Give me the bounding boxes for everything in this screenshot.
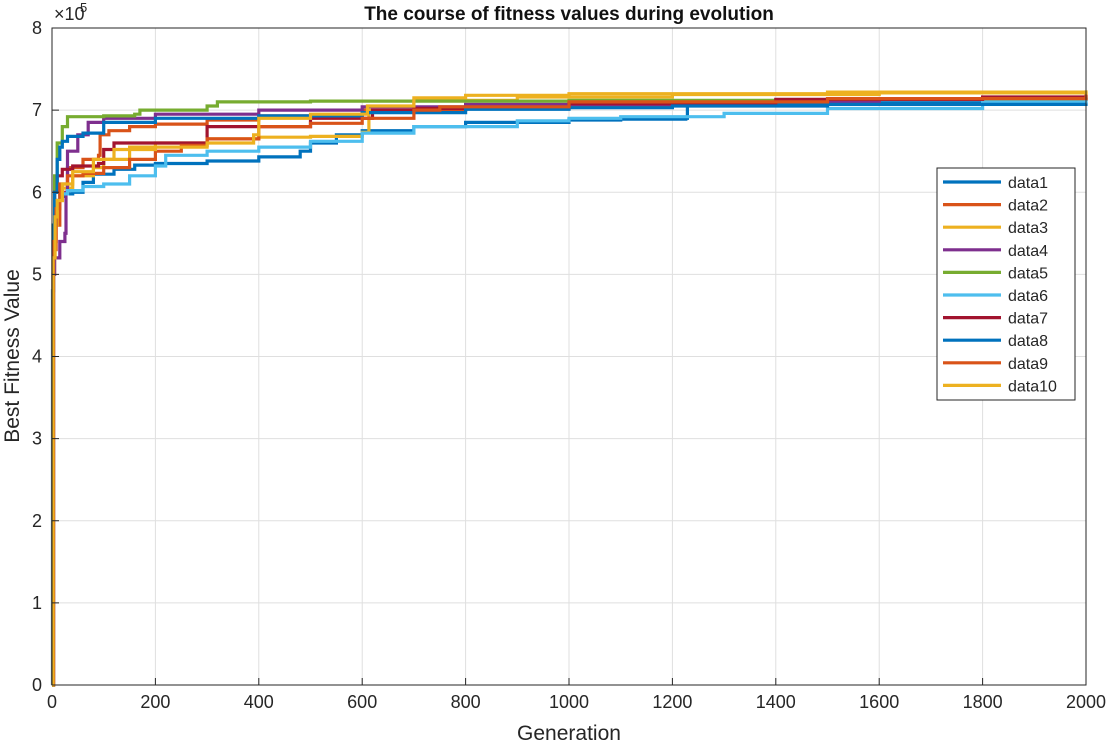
legend: data1 data2 data3 data4 data5 data6 data7 data8… bbox=[936, 167, 1076, 401]
x-tick-label: 600 bbox=[347, 692, 377, 712]
legend-label-data4: data4 bbox=[1008, 243, 1048, 260]
y-multiplier-exponent: 5 bbox=[80, 0, 87, 15]
series-line-data8 bbox=[51, 102, 1088, 687]
y-tick-label: 5 bbox=[32, 264, 42, 284]
series-line-data9 bbox=[52, 94, 1088, 687]
x-tick-label: 400 bbox=[244, 692, 274, 712]
legend-label-data2: data2 bbox=[1008, 198, 1048, 215]
legend-label-data8: data8 bbox=[1008, 333, 1048, 350]
y-axis-multiplier: ×10 5 bbox=[54, 0, 87, 24]
x-tick-label: 2000 bbox=[1066, 692, 1106, 712]
y-tick-label: 3 bbox=[32, 429, 42, 449]
chart-title: The course of fitness values during evol… bbox=[364, 4, 774, 25]
legend-label-data3: data3 bbox=[1008, 220, 1048, 237]
x-tick-label: 1200 bbox=[652, 692, 692, 712]
y-multiplier-base: ×10 bbox=[54, 4, 85, 24]
x-axis-ticks: 0 200 400 600 800 1000 1200 1400 1600 1800 2000 bbox=[47, 678, 1106, 712]
y-tick-label: 7 bbox=[32, 100, 42, 120]
y-axis-ticks: 0 1 2 3 4 5 6 7 8 bbox=[32, 18, 59, 695]
x-tick-label: 1400 bbox=[756, 692, 796, 712]
y-tick-label: 2 bbox=[32, 511, 42, 531]
x-tick-label: 800 bbox=[451, 692, 481, 712]
y-tick-label: 0 bbox=[32, 675, 42, 695]
y-axis-label: Best Fitness Value bbox=[1, 269, 24, 443]
legend-label-data6: data6 bbox=[1008, 288, 1048, 305]
legend-label-data9: data9 bbox=[1008, 356, 1048, 373]
x-tick-label: 1600 bbox=[859, 692, 899, 712]
x-tick-label: 200 bbox=[140, 692, 170, 712]
x-tick-label: 1800 bbox=[963, 692, 1003, 712]
legend-box bbox=[936, 167, 1076, 401]
series-layer bbox=[50, 90, 1088, 687]
grid-lines bbox=[52, 28, 1086, 685]
legend-label-data7: data7 bbox=[1008, 311, 1048, 328]
y-tick-label: 8 bbox=[32, 18, 42, 38]
series-line-data10 bbox=[51, 90, 1088, 687]
legend-label-data10: data10 bbox=[1008, 378, 1057, 395]
legend-label-data1: data1 bbox=[1008, 175, 1048, 192]
y-tick-label: 6 bbox=[32, 182, 42, 202]
legend-label-data5: data5 bbox=[1008, 265, 1048, 282]
y-tick-label: 1 bbox=[32, 593, 42, 613]
x-tick-label: 1000 bbox=[549, 692, 589, 712]
x-axis-label: Generation bbox=[517, 722, 621, 743]
x-tick-label: 0 bbox=[47, 692, 57, 712]
y-tick-label: 4 bbox=[32, 347, 42, 367]
series-line-data6 bbox=[52, 95, 1088, 687]
